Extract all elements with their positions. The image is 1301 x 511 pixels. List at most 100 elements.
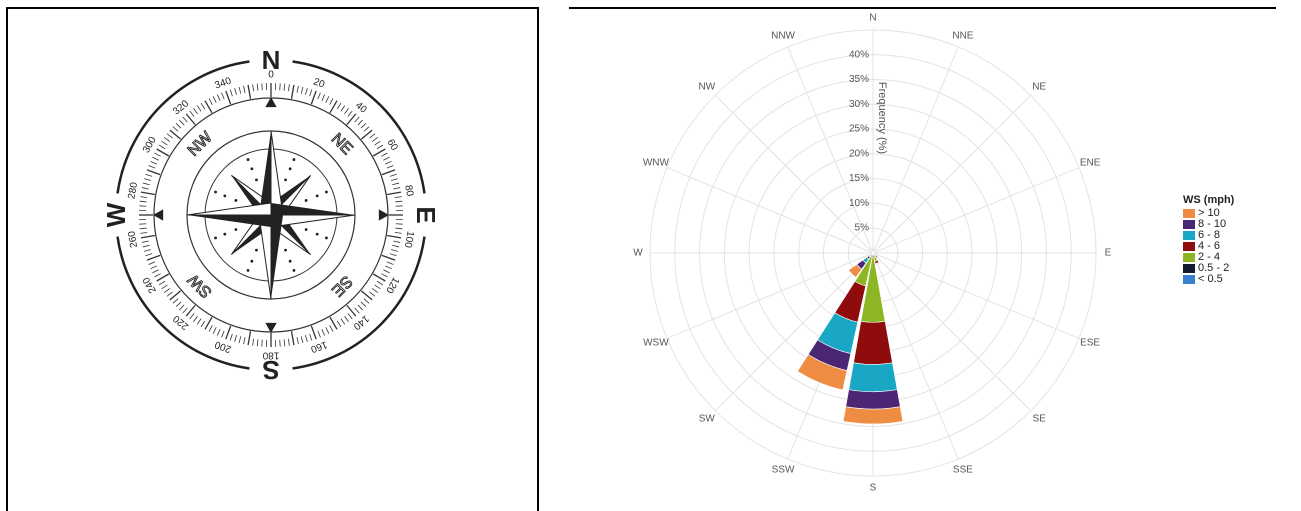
tick-mark [144, 249, 151, 252]
wind-bar-segment [848, 263, 863, 278]
tick-mark [336, 102, 342, 110]
wind-bar-segment [872, 251, 875, 254]
legend-swatch [1183, 231, 1195, 240]
tick-mark [158, 144, 166, 150]
dot [284, 248, 287, 252]
tick-mark [357, 304, 363, 311]
tick-mark [354, 116, 360, 123]
tick-mark [325, 327, 330, 334]
tick-mark [329, 325, 334, 332]
direction-label: NNE [952, 30, 973, 41]
legend-label: 0.5 - 2 [1198, 262, 1230, 274]
legend-swatch [1183, 242, 1195, 251]
tick-mark [163, 137, 171, 142]
dot [255, 248, 258, 252]
star-point [259, 131, 271, 215]
tick-mark [252, 338, 254, 346]
outer-ring-arc [292, 236, 426, 370]
intercardinal-label: SW [185, 270, 216, 301]
dot [246, 158, 250, 161]
tick-mark [175, 301, 182, 307]
cardinal-label: E [411, 206, 441, 223]
legend-label: 4 - 6 [1198, 240, 1221, 252]
tick-mark [385, 265, 392, 270]
legend-title: WS (mph) [1183, 194, 1235, 206]
intercardinal-label: SE [328, 272, 355, 299]
wind-bar-segment [845, 389, 901, 410]
direction-label: SSW [772, 465, 795, 476]
wind-bar-segment [871, 250, 874, 253]
degree-label: 340 [213, 75, 233, 91]
tick-mark [360, 123, 367, 129]
tick-mark [309, 333, 313, 341]
tick-mark [175, 123, 182, 129]
tick-mark [156, 273, 170, 282]
windrose-panel [537, 7, 1295, 511]
radial-tick-label: 20% [849, 148, 869, 159]
legend-swatch [1183, 275, 1195, 284]
tick-mark [208, 325, 213, 332]
legend-swatch [1183, 220, 1195, 229]
legend-item: 8 - 10 [1183, 219, 1234, 230]
tick-mark [381, 169, 396, 176]
tick-mark [389, 173, 397, 177]
dot [250, 259, 254, 263]
degree-label: 320 [171, 98, 191, 117]
tick-mark [256, 83, 259, 91]
tick-mark [243, 337, 246, 345]
tick-mark [305, 88, 308, 95]
degree-label: 20 [312, 77, 327, 91]
tick-mark [161, 284, 168, 290]
grid-spoke [714, 94, 874, 254]
degree-label: 140 [351, 313, 371, 332]
tick-mark [344, 107, 349, 115]
legend-item: 4 - 6 [1183, 241, 1234, 252]
tick-mark [386, 261, 394, 265]
grid-spoke [872, 167, 1080, 254]
tick-mark [391, 178, 398, 181]
grid-spoke [872, 252, 1032, 412]
dot [255, 178, 258, 182]
tick-mark [385, 160, 392, 165]
degree-label: 240 [141, 275, 159, 295]
pointer-triangle [378, 209, 389, 221]
tick-mark [296, 85, 299, 93]
tick-mark [309, 89, 313, 97]
tick-mark [193, 107, 198, 115]
tick-mark [163, 288, 171, 293]
tick-mark [283, 339, 286, 347]
cardinal-label: W [101, 202, 131, 227]
tick-mark [363, 298, 370, 304]
tick-mark [172, 298, 179, 304]
tick-mark [144, 178, 151, 181]
legend-item: 2 - 4 [1183, 252, 1234, 263]
outer-ring-arc [116, 236, 250, 370]
degree-label: 160 [309, 338, 329, 354]
dot [250, 167, 254, 171]
tick-mark [247, 84, 252, 99]
tick-mark [252, 84, 254, 92]
tick-mark [329, 316, 338, 330]
tick-mark [372, 148, 386, 157]
tick-mark [387, 234, 402, 239]
dot [325, 190, 328, 194]
tick-mark [360, 301, 367, 307]
tick-mark [395, 227, 403, 230]
tick-mark [321, 329, 326, 336]
tick-mark [256, 339, 259, 347]
tick-mark [300, 336, 304, 344]
tick-mark [354, 307, 360, 314]
radial-tick-label: 10% [849, 198, 869, 209]
degree-label: 220 [171, 312, 191, 331]
direction-label: ENE [1080, 158, 1101, 169]
tick-mark [140, 232, 148, 234]
tick-mark [229, 89, 233, 97]
grid-spoke [872, 46, 959, 254]
pointer-triangle [265, 322, 277, 333]
tick-mark [310, 90, 317, 105]
tick-mark [389, 253, 397, 257]
tick-mark [152, 156, 159, 161]
tick-mark [141, 240, 149, 243]
tick-mark [212, 96, 217, 103]
wind-bar-segment [874, 259, 880, 265]
